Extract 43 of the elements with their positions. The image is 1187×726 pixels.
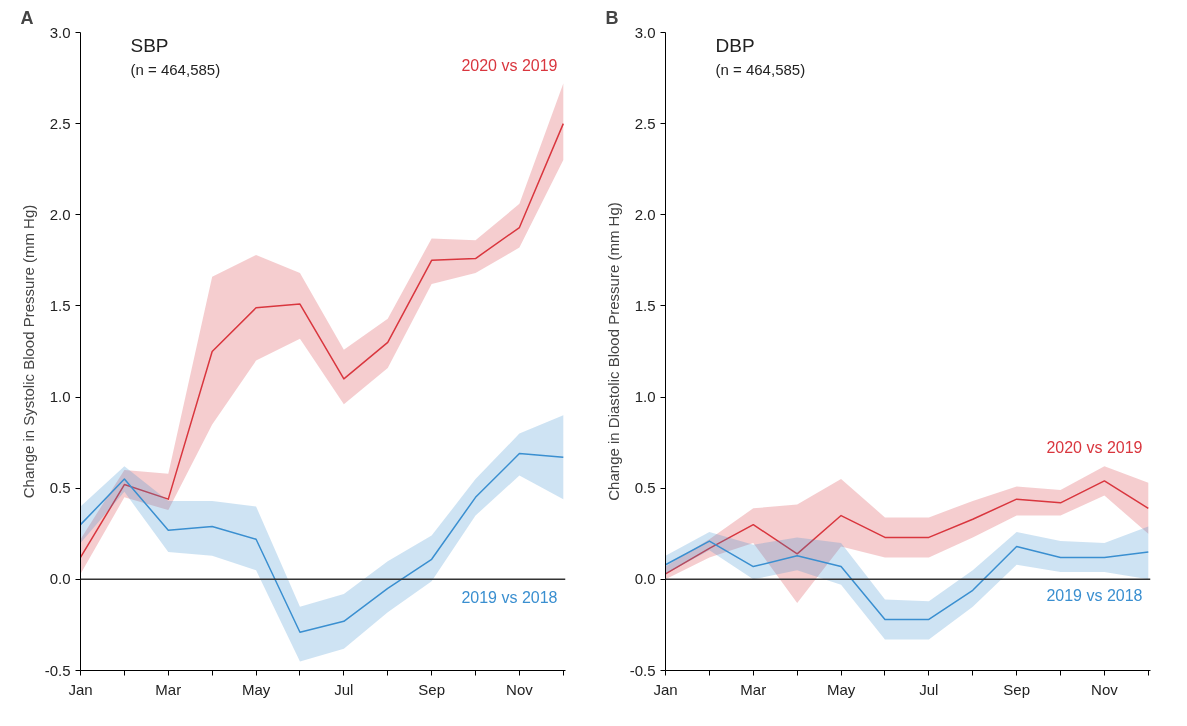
text: A: [20, 7, 34, 28]
y-tick-label: 3.0: [49, 23, 71, 41]
text: (n = 464,585): [130, 60, 221, 78]
y-tick-label: 1.0: [634, 388, 656, 406]
y-tick-label: 0.0: [49, 570, 71, 588]
x-tick-label: Nov: [506, 680, 534, 698]
text: 2019 vs 2018: [461, 589, 558, 607]
chart-title: DBP: [715, 34, 755, 56]
text: (n = 464,585): [715, 60, 806, 78]
y-tick-label: -0.5: [44, 661, 71, 679]
text: 2019 vs 2018: [1046, 587, 1143, 605]
line-series: [80, 452, 565, 633]
x-tick-label: Sep: [1003, 680, 1030, 698]
y-axis-title: Change in Diastolic Blood Pressure (mm Hg): [604, 202, 622, 501]
y-tick-label: 1.5: [49, 296, 71, 314]
line-series: [665, 480, 1150, 575]
x-tick-label: Jan: [653, 680, 678, 698]
y-axis-title: Change in Systolic Blood Pressure (mm Hg): [19, 204, 37, 499]
y-tick-label: 2.0: [634, 205, 656, 223]
y-tick-label: 2.0: [49, 205, 71, 223]
y-tick-label: 0.5: [634, 479, 656, 497]
y-tick-label: 2.5: [634, 114, 656, 132]
x-tick-label: May: [241, 680, 271, 698]
y-tick-label: 1.0: [49, 388, 71, 406]
x-tick-label: Jan: [68, 680, 93, 698]
x-tick-label: Jul: [334, 680, 354, 698]
y-tick-label: 1.5: [634, 296, 656, 314]
x-tick-label: Mar: [740, 680, 767, 698]
y-tick-label: 2.5: [49, 114, 71, 132]
y-tick-label: -0.5: [629, 661, 656, 679]
x-tick-label: Jul: [919, 680, 939, 698]
y-tick-label: 0.5: [49, 479, 71, 497]
x-tick-label: May: [826, 680, 856, 698]
line-series: [665, 540, 1150, 621]
x-tick-label: Sep: [418, 680, 445, 698]
text: B: [605, 7, 619, 28]
text: 2020 vs 2019: [461, 56, 558, 74]
text: 2020 vs 2019: [1046, 439, 1143, 457]
y-tick-label: 3.0: [634, 23, 656, 41]
x-tick-label: Mar: [155, 680, 182, 698]
chart-title: SBP: [130, 34, 169, 56]
x-tick-label: Nov: [1091, 680, 1119, 698]
y-tick-label: 0.0: [634, 570, 656, 588]
